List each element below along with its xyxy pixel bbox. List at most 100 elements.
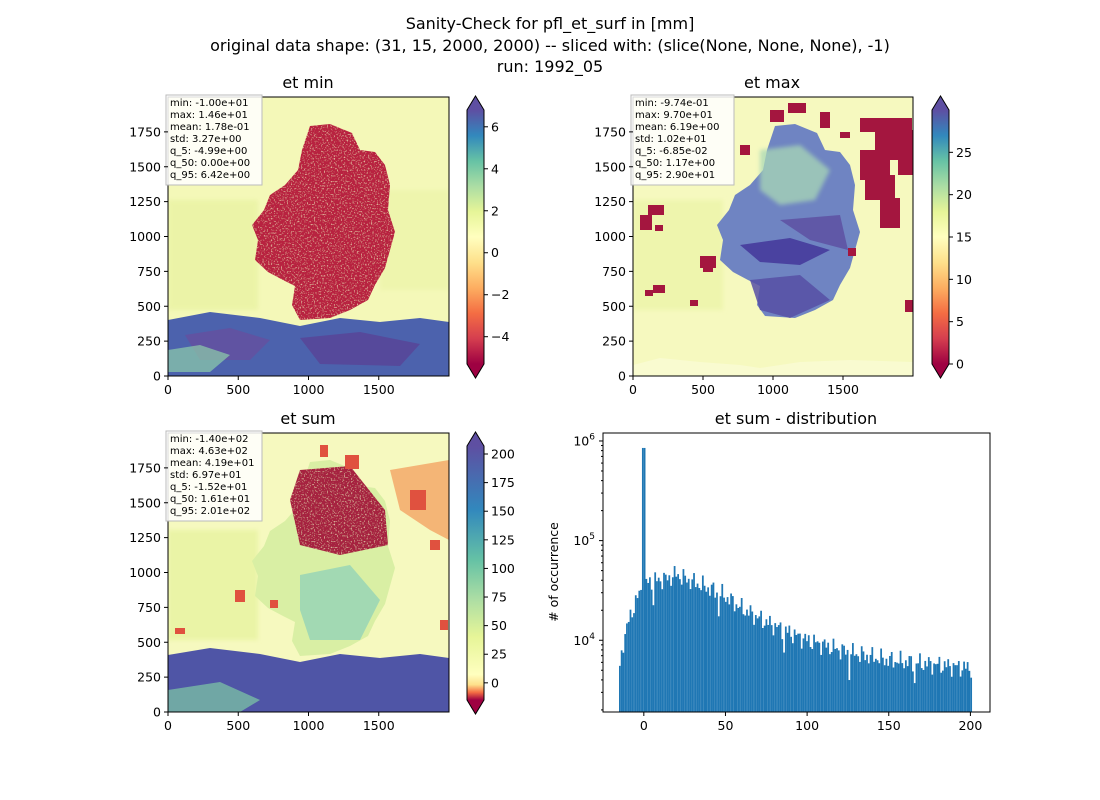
- histogram-bar: [873, 661, 875, 712]
- panel-title-et-sum-distribution: et sum - distribution: [715, 409, 877, 428]
- histogram-bar: [700, 590, 702, 712]
- histogram-bar: [957, 661, 960, 712]
- panel-title-et-max: et max: [744, 73, 800, 92]
- histogram-bar: [689, 589, 692, 712]
- histogram-bar: [804, 633, 807, 712]
- heatmap-region: [780, 215, 848, 250]
- heatmap-region: [300, 565, 380, 640]
- y-tick-label: 105: [573, 532, 595, 548]
- y-tick-label: 1750: [129, 124, 161, 139]
- histogram-bar: [664, 574, 667, 712]
- stat-line: min: -9.74e-01: [635, 98, 709, 109]
- stat-line: q_50: 1.17e+00: [635, 158, 715, 169]
- histogram-bar: [857, 656, 860, 712]
- y-tick-label: 1250: [594, 194, 626, 209]
- histogram-bar: [878, 663, 881, 712]
- suptitle-line-2: original data shape: (31, 15, 2000, 2000…: [210, 36, 890, 55]
- histogram-bar: [809, 647, 812, 712]
- histogram-bar: [686, 582, 688, 712]
- histogram-bar: [754, 615, 757, 712]
- colorbar-tick-label: 0: [491, 675, 499, 690]
- x-tick-label: 0: [164, 382, 172, 397]
- y-tick-label: 0: [153, 705, 161, 720]
- histogram-bar: [830, 652, 833, 712]
- y-tick-label: 1250: [129, 194, 161, 209]
- histogram-bar: [846, 649, 849, 712]
- histogram-bar: [814, 642, 817, 712]
- x-tick-label: 0: [164, 718, 172, 733]
- histogram-bar: [890, 651, 893, 712]
- histogram-bar: [633, 613, 635, 712]
- heatmap-region-germany: [252, 124, 395, 320]
- colorbar-body: [467, 446, 484, 700]
- histogram-bar: [848, 680, 851, 712]
- colorbar-tick-label: 25: [491, 647, 507, 662]
- histogram-bar: [753, 624, 755, 712]
- histogram-bar: [742, 614, 745, 712]
- histogram-bar: [622, 652, 625, 712]
- histogram-bar: [749, 605, 752, 712]
- histogram-bar: [816, 641, 819, 712]
- histogram-bar: [784, 626, 787, 712]
- histogram-bar: [929, 661, 932, 712]
- histogram-bar: [772, 635, 775, 712]
- colorbar-tick-label: 0: [491, 245, 499, 260]
- histogram-bar: [760, 610, 762, 712]
- histogram-bar: [938, 656, 941, 712]
- heatmap-region: [300, 332, 420, 366]
- histogram-bar: [959, 676, 962, 712]
- histogram-bar: [779, 622, 782, 712]
- histogram-bar: [901, 663, 904, 712]
- colorbar-tick-label: 4: [491, 161, 499, 176]
- panel-title-et-min: et min: [282, 73, 333, 92]
- histogram-bar: [790, 636, 792, 712]
- histogram-bar: [880, 648, 883, 712]
- histogram-bar: [943, 661, 946, 712]
- histogram-bar: [788, 625, 791, 712]
- stats-box-et-max: min: -9.74e-01 max: 9.70e+01 mean: 6.19e…: [630, 94, 735, 186]
- histogram-bar: [913, 683, 916, 712]
- histogram-bar: [724, 601, 727, 712]
- x-tick-label: 1500: [363, 718, 395, 733]
- histogram-bar: [844, 654, 847, 712]
- histogram-bar: [843, 645, 845, 712]
- y-tick-label: 1000: [129, 565, 161, 580]
- histogram-bar: [919, 653, 921, 712]
- stat-line: q_50: 0.00e+00: [170, 158, 250, 169]
- histogram-bar: [910, 656, 913, 712]
- y-tick-label: 0: [618, 369, 626, 384]
- colorbar-outline: [466, 95, 485, 379]
- histogram-bar: [896, 662, 898, 712]
- y-tick-label: 1750: [594, 124, 626, 139]
- colorbar-tick-label: 6: [491, 119, 499, 134]
- histogram-bar: [903, 668, 905, 712]
- histogram-bar: [663, 572, 665, 712]
- histogram-bar: [656, 581, 658, 712]
- y-tick-label: 250: [137, 334, 161, 349]
- histogram-bar: [915, 663, 918, 712]
- colorbar-et-max: [931, 95, 950, 379]
- histogram-bar: [638, 590, 641, 712]
- stat-line: std: 1.02e+01: [635, 134, 707, 145]
- histogram-bar: [626, 623, 628, 712]
- colorbar-tick-label: 175: [491, 475, 515, 490]
- histogram-bar: [917, 663, 920, 712]
- colorbar-extend-bottom: [932, 364, 949, 378]
- histogram-bar: [927, 657, 930, 712]
- histogram-bar: [747, 615, 750, 712]
- colorbar-body: [467, 110, 484, 364]
- histogram-bar: [707, 587, 710, 712]
- histogram-bar: [793, 629, 796, 712]
- colorbar-tick-label: 75: [491, 590, 507, 605]
- histogram-bar: [710, 584, 713, 712]
- colorbar-outline: [466, 431, 485, 715]
- histogram-bar: [825, 647, 828, 712]
- y-tick-label: 750: [137, 600, 161, 615]
- histogram-bar: [740, 598, 743, 712]
- histogram-bar: [619, 665, 621, 712]
- histogram-bar: [841, 644, 844, 712]
- histogram-bar: [912, 671, 914, 712]
- histogram-bar: [813, 634, 815, 712]
- histogram-bar: [723, 597, 725, 712]
